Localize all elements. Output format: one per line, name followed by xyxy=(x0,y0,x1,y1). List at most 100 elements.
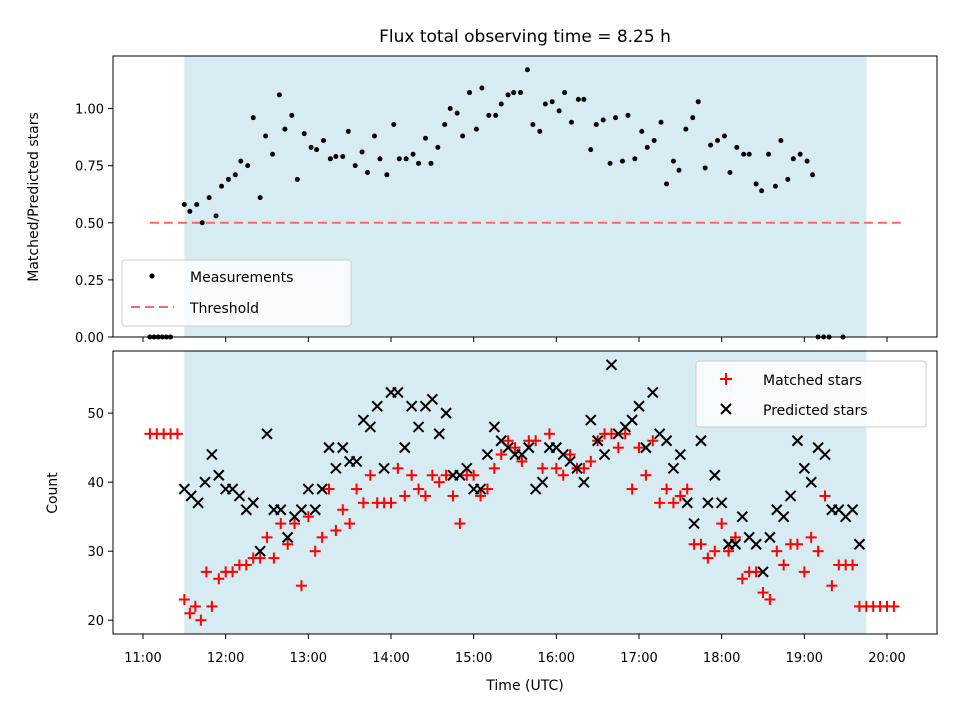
measurement-point xyxy=(562,90,568,96)
measurement-point xyxy=(651,138,657,144)
matched-star-point xyxy=(702,552,714,564)
predicted-star-point xyxy=(578,476,590,488)
predicted-star-point xyxy=(757,566,769,578)
measurement-point xyxy=(810,172,816,178)
top-panel: Flux total observing time = 8.25 h 0.000… xyxy=(26,27,938,346)
measurement-point xyxy=(613,115,619,121)
matched-star-point xyxy=(550,462,562,474)
measurement-point xyxy=(600,117,606,123)
matched-star-point xyxy=(227,566,239,578)
measurement-point xyxy=(270,151,276,157)
measurement-point xyxy=(727,170,733,176)
measurement-point xyxy=(442,122,448,128)
matched-star-point xyxy=(385,497,397,509)
measurement-point xyxy=(690,115,696,121)
measurement-point xyxy=(340,154,346,160)
top-y-tick-label: 1.00 xyxy=(75,103,104,118)
measurement-point xyxy=(213,213,219,219)
matched-star-point xyxy=(413,483,425,495)
top-y-axis-label: Matched/Predicted stars xyxy=(26,112,42,282)
measurement-point xyxy=(206,195,212,201)
matched-star-point xyxy=(440,469,452,481)
predicted-star-point xyxy=(433,428,445,440)
matched-star-point xyxy=(481,483,493,495)
measurement-point xyxy=(746,151,752,157)
predicted-star-point xyxy=(309,504,321,516)
predicted-star-point xyxy=(412,421,425,433)
predicted-star-point xyxy=(474,483,487,495)
predicted-star-point xyxy=(481,448,494,461)
predicted-star-point xyxy=(674,448,687,461)
top-y-tick-label: 0.75 xyxy=(75,160,104,175)
matched-star-point xyxy=(475,490,487,502)
measurement-point xyxy=(454,110,460,116)
predicted-star-point xyxy=(805,476,817,488)
measurement-point xyxy=(435,144,441,150)
measurement-point xyxy=(759,188,765,194)
measurement-point xyxy=(607,160,613,166)
matched-star-point xyxy=(564,449,576,461)
predicted-star-point xyxy=(633,400,645,412)
matched-star-point xyxy=(847,559,859,571)
predicted-star-point xyxy=(688,517,700,530)
x-tick-label: 18:00 xyxy=(703,651,740,666)
bottom-legend-box xyxy=(695,360,927,428)
predicted-star-point xyxy=(750,538,762,550)
measurement-point xyxy=(219,183,225,189)
matched-star-point xyxy=(178,593,190,605)
x-tick-label: 17:00 xyxy=(620,651,657,666)
matched-star-point xyxy=(888,600,900,612)
matched-star-point xyxy=(206,600,218,612)
predicted-star-point xyxy=(302,483,315,495)
matched-star-point xyxy=(626,483,638,495)
matched-star-point xyxy=(268,552,280,564)
matched-star-point xyxy=(282,538,294,550)
measurement-point xyxy=(498,101,504,107)
predicted-star-point xyxy=(784,490,797,502)
measurement-point xyxy=(537,128,543,134)
x-tick-label: 12:00 xyxy=(207,651,244,666)
predicted-star-point xyxy=(598,448,611,461)
matched-star-point xyxy=(195,614,207,626)
measurement-point xyxy=(588,147,594,153)
top-y-tick-label: 0.25 xyxy=(75,274,104,289)
matched-star-point xyxy=(454,518,466,530)
predicted-star-point xyxy=(626,414,638,426)
predicted-star-point xyxy=(399,441,411,454)
matched-star-point xyxy=(778,559,790,571)
predicted-star-point xyxy=(536,476,549,488)
matched-star-point xyxy=(647,435,659,447)
measurement-point xyxy=(473,126,479,132)
measurement-point xyxy=(250,115,256,121)
measurement-point xyxy=(568,119,574,125)
matched-star-point xyxy=(200,566,212,578)
predicted-star-point xyxy=(281,531,294,544)
matched-star-point xyxy=(633,442,645,454)
matched-star-point xyxy=(764,593,776,605)
legend-threshold-label: Threshold xyxy=(189,301,259,317)
matched-star-point xyxy=(605,428,617,440)
predicted-star-point xyxy=(764,531,776,544)
matched-star-point xyxy=(716,518,728,530)
measurement-point xyxy=(632,156,638,162)
matched-star-point xyxy=(447,490,459,502)
matched-star-point xyxy=(667,497,679,509)
measurement-point xyxy=(320,138,326,144)
matched-star-point xyxy=(502,435,514,447)
matched-star-point xyxy=(812,545,824,557)
matched-star-point xyxy=(426,469,438,481)
measurement-point xyxy=(804,158,810,164)
matched-star-point xyxy=(537,462,549,474)
matched-star-point xyxy=(791,538,803,550)
predicted-star-point xyxy=(488,421,501,433)
predicted-star-point xyxy=(405,400,418,412)
predicted-star-point xyxy=(254,545,266,557)
measurement-point xyxy=(493,112,499,118)
x-tick-label: 19:00 xyxy=(786,651,823,666)
measurement-point xyxy=(428,160,434,166)
matched-star-point xyxy=(771,545,783,557)
predicted-star-point xyxy=(640,441,652,454)
measurement-point xyxy=(524,67,530,73)
matched-star-point xyxy=(578,462,590,474)
